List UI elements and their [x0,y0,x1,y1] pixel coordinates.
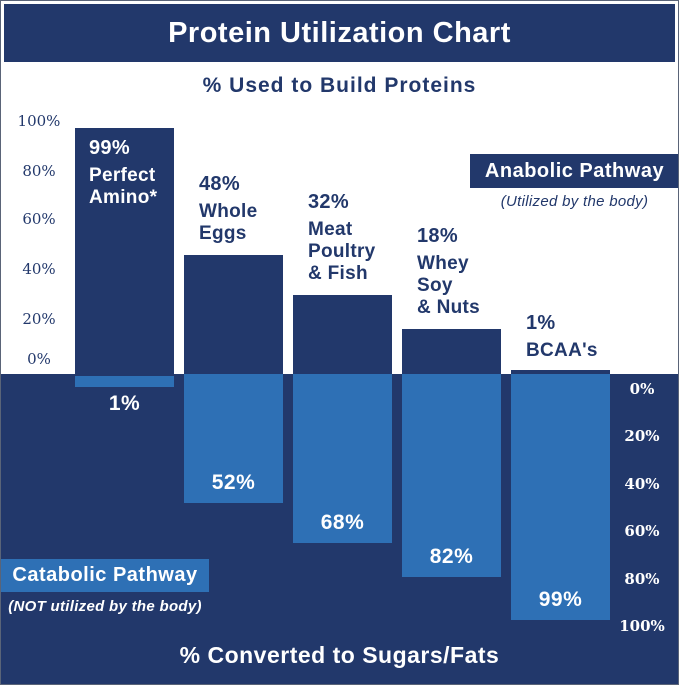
anabolic-bar-label-3: 32% Meat Poultry & Fish [308,191,417,285]
category-label-line: Perfect [89,165,156,186]
catabolic-bar-value-4: 82% [429,545,474,569]
category-label-line: Amino* [89,187,158,208]
anabolic-axis-tick-100: 100% [17,112,61,130]
anabolic-bar-value-2: 48% [199,172,240,195]
anabolic-legend-label: Anabolic Pathway [484,159,665,182]
catabolic-legend-label: Catabolic Pathway [12,564,198,586]
category-label-line: Meat [308,218,353,240]
anabolic-bar-label-4: 18% Whey Soy & Nuts [417,225,526,319]
catabolic-axis-title: % Converted to Sugars/Fats [179,642,500,668]
anabolic-bar-label-5: 1% BCAA's [526,312,635,362]
anabolic-axis-tick-80: 80% [22,162,56,180]
catabolic-axis-tick-0: 0% [629,380,655,398]
catabolic-axis-tick-100: 100% [619,617,665,635]
anabolic-bar-2 [184,254,283,376]
anabolic-bar-label-1: 99% Perfect Amino* [89,137,178,209]
catabolic-bar-value-3: 68% [320,510,365,534]
anabolic-legend-box: Anabolic Pathway [470,154,678,188]
anabolic-bar-value-4: 18% [417,225,458,248]
catabolic-bar-value-5: 99% [538,587,583,611]
catabolic-axis-tick-60: 60% [624,522,660,540]
catabolic-legend-box: Catabolic Pathway [1,559,209,592]
catabolic-bar-3 [293,374,392,543]
category-label-line: BCAA's [526,339,598,361]
catabolic-axis-tick-20: 20% [624,427,660,445]
catabolic-bar-5 [511,374,610,620]
anabolic-axis-tick-60: 60% [22,210,56,228]
anabolic-bar-value-3: 32% [308,190,349,213]
anabolic-bar-3 [293,294,392,376]
chart-title-band: Protein Utilization Chart [4,4,675,62]
category-label-line: Whey [417,253,469,275]
anabolic-bar-value-1: 99% [89,137,130,159]
catabolic-bar-value-2: 52% [211,470,256,494]
category-label-line: Poultry [308,240,376,262]
anabolic-bar-5 [511,370,610,376]
catabolic-axis-tick-40: 40% [624,475,660,493]
anabolic-bar-value-5: 1% [526,311,556,334]
anabolic-axis-tick-20: 20% [22,310,56,328]
catabolic-legend-note: (NOT utilized by the body) [8,598,202,615]
anabolic-axis-tick-40: 40% [22,260,56,278]
category-label-line: Whole [199,200,258,222]
anabolic-axis-title: % Used to Build Proteins [202,74,477,97]
category-label-line: Soy [417,275,453,297]
category-label-line: Eggs [199,222,247,244]
anabolic-legend-note: (Utilized by the body) [500,193,649,210]
category-label-line: & Nuts [417,297,481,319]
category-label-line: & Fish [308,262,368,284]
catabolic-bar-4 [402,374,501,578]
chart-title: Protein Utilization Chart [168,16,511,49]
anabolic-bar-1 [75,128,174,376]
catabolic-axis-tick-80: 80% [624,570,660,588]
anabolic-axis-tick-0: 0% [27,350,51,368]
catabolic-bar-2 [184,374,283,503]
catabolic-bar-value-1: 1% [108,392,141,415]
catabolic-bar-1 [75,376,174,387]
anabolic-bar-label-2: 48% Whole Eggs [199,173,308,245]
anabolic-bar-4 [402,329,501,376]
